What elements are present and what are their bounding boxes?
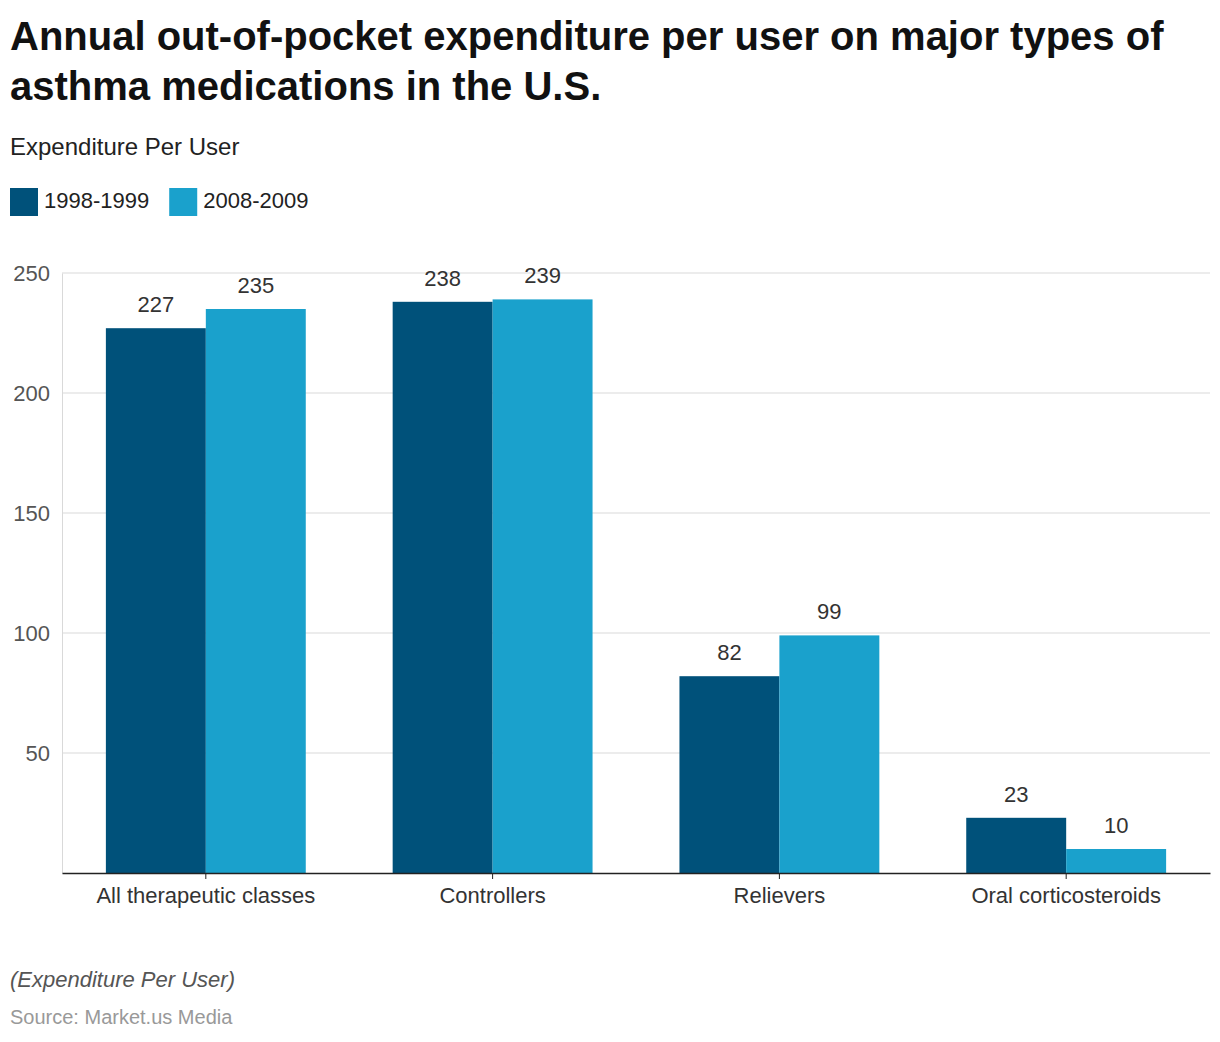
y-axis: 50 100 150 200 250 (13, 261, 62, 874)
chart: Annual out-of-pocket expenditure per use… (0, 0, 1220, 1042)
title: Annual out-of-pocket expenditure per use… (10, 14, 1164, 108)
data-label: 10 (1104, 813, 1128, 838)
bar (779, 635, 879, 873)
bar (106, 328, 206, 873)
y-tick-label: 250 (13, 261, 50, 286)
x-tick: Controllers (439, 873, 545, 908)
bar (393, 302, 493, 873)
data-label: 238 (424, 266, 461, 291)
x-tick-label: Oral corticosteroids (971, 883, 1161, 908)
bar (493, 299, 593, 873)
legend: 1998-1999 2008-2009 (10, 188, 308, 216)
data-label: 99 (817, 599, 841, 624)
legend-item: 2008-2009 (169, 188, 308, 216)
x-tick-label: Relievers (734, 883, 826, 908)
x-tick-mark (779, 873, 780, 879)
y-tick: 150 (13, 501, 62, 526)
x-tick-label: Controllers (439, 883, 545, 908)
legend-label: 1998-1999 (44, 188, 149, 213)
y-tick: 250 (13, 261, 62, 286)
x-tick: All therapeutic classes (96, 873, 315, 908)
caption: (Expenditure Per User) (10, 967, 235, 992)
data-label: 82 (717, 640, 741, 665)
x-tick-label: All therapeutic classes (96, 883, 315, 908)
bar (966, 818, 1066, 873)
y-tick: 50 (26, 741, 62, 766)
data-label: 239 (524, 263, 561, 288)
y-tick-label: 50 (26, 741, 50, 766)
bar (1066, 849, 1166, 873)
y-tick: 200 (13, 381, 62, 406)
x-tick-mark (492, 873, 493, 879)
x-tick-mark (1066, 873, 1067, 879)
y-axis-line (62, 274, 63, 874)
x-tick-mark (205, 873, 206, 879)
data-label: 23 (1004, 782, 1028, 807)
legend-label: 2008-2009 (203, 188, 308, 213)
data-label: 235 (237, 273, 274, 298)
legend-swatch (10, 188, 38, 216)
bar (206, 309, 306, 873)
subtitle: Expenditure Per User (10, 133, 239, 160)
legend-item: 1998-1999 (10, 188, 149, 216)
x-tick: Relievers (734, 873, 826, 908)
source: Source: Market.us Media (10, 1006, 233, 1028)
x-axis: All therapeutic classes Controllers Reliev… (63, 873, 1211, 908)
legend-swatch (169, 188, 197, 216)
y-tick-label: 150 (13, 501, 50, 526)
bars (106, 299, 1166, 873)
x-axis-line (63, 873, 1211, 875)
y-tick-label: 200 (13, 381, 50, 406)
bar (679, 676, 779, 873)
y-tick: 100 (13, 621, 62, 646)
grid-line (62, 273, 1210, 274)
data-label: 227 (137, 292, 174, 317)
data-labels: 227 238 82 23 235 239 99 10 (137, 263, 1128, 838)
x-tick: Oral corticosteroids (971, 873, 1161, 908)
y-tick-label: 100 (13, 621, 50, 646)
